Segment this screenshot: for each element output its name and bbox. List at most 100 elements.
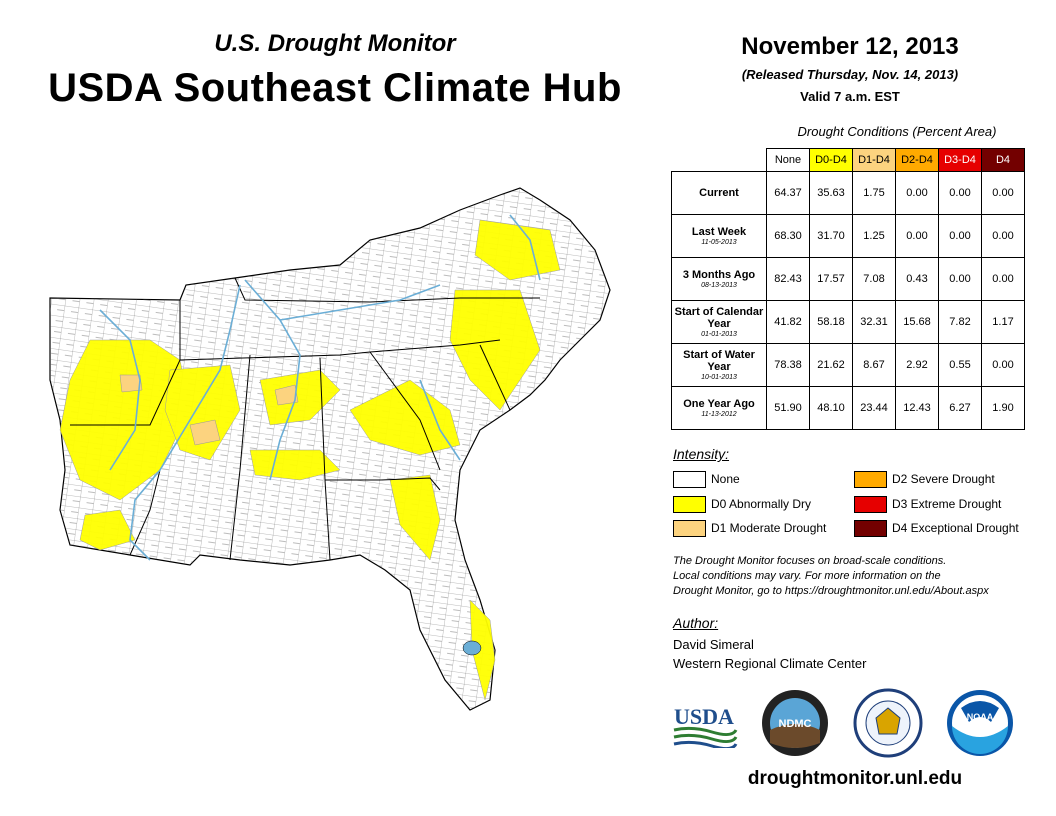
doc-seal-logo [853, 688, 923, 758]
table-cell: 12.43 [895, 386, 939, 430]
row-label: 3 Months Ago 08-13-2013 [671, 257, 767, 301]
table-row: Start of Water Year 10-01-2013 78.38 21.62 8… [671, 343, 1025, 387]
table-cell: 0.00 [938, 214, 982, 258]
row-label-date: 11-13-2012 [701, 410, 737, 418]
legend-swatch [673, 520, 706, 537]
table-row: 3 Months Ago 08-13-2013 82.43 17.57 7.08 0.43… [671, 257, 1025, 301]
monitor-note: The Drought Monitor focuses on broad-sca… [673, 554, 1043, 599]
valid-time: Valid 7 a.m. EST [800, 89, 900, 104]
author-heading: Author: [673, 615, 719, 631]
svg-text:USDA: USDA [674, 704, 734, 729]
legend-label: D2 Severe Drought [892, 472, 995, 486]
table-cell: 64.37 [766, 171, 810, 215]
col-header-none: None [766, 148, 810, 172]
note-line: Local conditions may vary. For more info… [673, 570, 941, 582]
map-date: November 12, 2013 [741, 33, 959, 60]
table-cell: 2.92 [895, 343, 939, 387]
release-date: (Released Thursday, Nov. 14, 2013) [741, 67, 959, 82]
legend-swatch [673, 471, 706, 488]
legend-title: Intensity: [673, 446, 730, 462]
legend-label: D3 Extreme Drought [892, 497, 1002, 511]
page-title: USDA Southeast Climate Hub [48, 66, 622, 110]
d1-areas [119, 374, 299, 446]
row-label: One Year Ago 11-13-2012 [671, 386, 767, 430]
table-cell: 0.00 [981, 171, 1025, 215]
table-header-row: None D0-D4 D1-D4 D2-D4 D3-D4 D4 [671, 148, 1025, 172]
table-row: Start of Calendar Year 01-01-2013 41.82 58.… [671, 300, 1025, 344]
row-label-date: 11-05-2013 [701, 238, 737, 246]
table-cell: 1.75 [852, 171, 896, 215]
table-cell: 7.82 [938, 300, 982, 344]
col-header-d4: D4 [981, 148, 1025, 172]
table-cell: 0.55 [938, 343, 982, 387]
col-header-d3-d4: D3-D4 [938, 148, 982, 172]
table-cell: 23.44 [852, 386, 896, 430]
col-header-d0-d4: D0-D4 [809, 148, 853, 172]
row-label-date: 10-01-2013 [701, 373, 737, 381]
row-label-text: Current [699, 187, 739, 199]
row-label-text: Last Week [691, 225, 747, 238]
table-row: One Year Ago 11-13-2012 51.90 48.10 23.44 12.… [671, 386, 1025, 430]
col-header-d1-d4: D1-D4 [852, 148, 896, 172]
row-label-text: Start of Water Year [683, 348, 755, 373]
table-cell: 1.90 [981, 386, 1025, 430]
noaa-logo: NOAA [947, 690, 1013, 756]
table-cell: 0.00 [981, 343, 1025, 387]
header-blank-cell [671, 148, 767, 172]
drought-map [49, 187, 611, 711]
note-line: The Drought Monitor focuses on broad-sca… [673, 555, 947, 567]
row-label: Start of Water Year 10-01-2013 [671, 343, 767, 387]
legend-label: D4 Exceptional Drought [892, 521, 1019, 535]
table-cell: 0.00 [981, 214, 1025, 258]
drought-conditions-table: None D0-D4 D1-D4 D2-D4 D3-D4 D4 Current 6… [671, 148, 1025, 430]
table-cell: 32.31 [852, 300, 896, 344]
table-cell: 48.10 [809, 386, 853, 430]
table-cell: 51.90 [766, 386, 810, 430]
legend-label: None [711, 472, 740, 486]
table-cell: 0.00 [938, 171, 982, 215]
table-title: Drought Conditions (Percent Area) [797, 124, 997, 139]
row-label-text: Start of Calendar Year [674, 305, 764, 330]
legend-swatch [854, 520, 887, 537]
table-cell: 7.08 [852, 257, 896, 301]
table-cell: 1.25 [852, 214, 896, 258]
table-cell: 0.00 [938, 257, 982, 301]
col-header-d2-d4: D2-D4 [895, 148, 939, 172]
website-link[interactable]: droughtmonitor.unl.edu [747, 768, 963, 789]
table-row: Current 64.37 35.63 1.75 0.00 0.00 0.00 [671, 171, 1025, 215]
note-line: Drought Monitor, go to https://droughtmo… [673, 585, 989, 597]
table-cell: 6.27 [938, 386, 982, 430]
table-cell: 35.63 [809, 171, 853, 215]
table-cell: 15.68 [895, 300, 939, 344]
table-cell: 8.67 [852, 343, 896, 387]
table-cell: 82.43 [766, 257, 810, 301]
row-label: Last Week 11-05-2013 [671, 214, 767, 258]
author-org: Western Regional Climate Center [673, 656, 867, 671]
row-label-date: 08-13-2013 [701, 281, 737, 289]
lake-okeechobee [462, 640, 482, 656]
legend-label: D0 Abnormally Dry [711, 497, 812, 511]
ndmc-logo: NDMC [762, 690, 828, 756]
rivers [99, 214, 541, 561]
super-title: U.S. Drought Monitor [214, 30, 456, 57]
legend-swatch [854, 471, 887, 488]
row-label-text: 3 Months Ago [682, 268, 756, 281]
row-label: Current [671, 171, 767, 215]
table-cell: 78.38 [766, 343, 810, 387]
table-cell: 0.43 [895, 257, 939, 301]
svg-text:NDMC: NDMC [779, 718, 812, 730]
table-cell: 1.17 [981, 300, 1025, 344]
table-cell: 58.18 [809, 300, 853, 344]
table-cell: 0.00 [981, 257, 1025, 301]
legend-swatch [673, 496, 706, 513]
table-row: Last Week 11-05-2013 68.30 31.70 1.25 0.00 0.0… [671, 214, 1025, 258]
row-label-date: 01-01-2013 [701, 330, 737, 338]
legend-swatch [854, 496, 887, 513]
table-cell: 17.57 [809, 257, 853, 301]
svg-text:NOAA: NOAA [967, 712, 994, 722]
author-name: David Simeral [673, 637, 754, 652]
table-cell: 0.00 [895, 214, 939, 258]
table-cell: 21.62 [809, 343, 853, 387]
usda-logo: USDA [673, 704, 738, 748]
legend-label: D1 Moderate Drought [711, 521, 827, 535]
